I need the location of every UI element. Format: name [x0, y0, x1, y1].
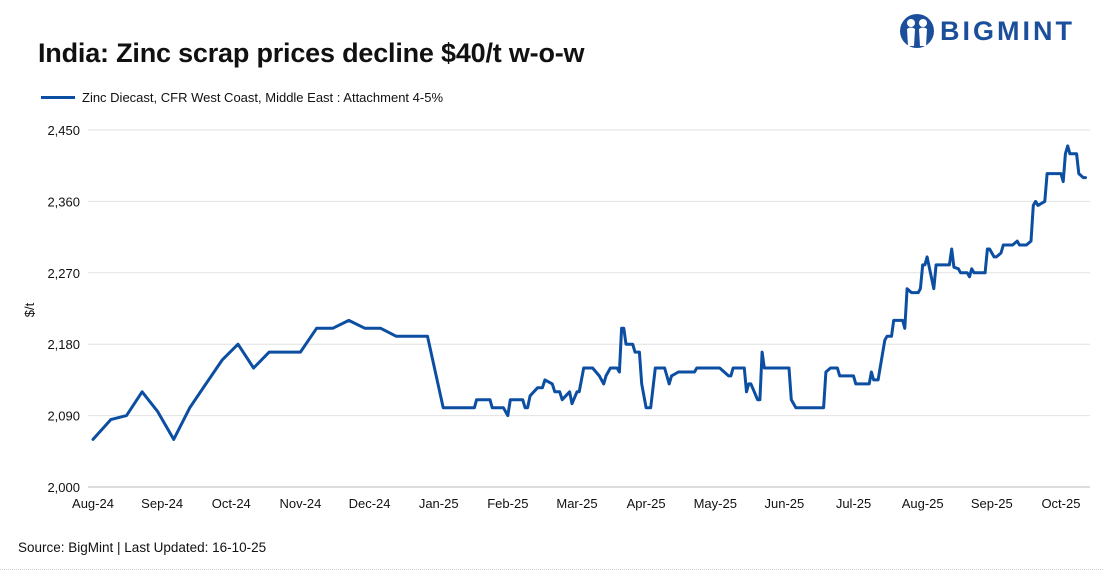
chart-title: India: Zinc scrap prices decline $40/t w… — [38, 38, 585, 68]
source-note: Source: BigMint | Last Updated: 16-10-25 — [18, 540, 267, 555]
legend-label: Zinc Diecast, CFR West Coast, Middle Eas… — [82, 90, 443, 105]
chart-legend: Zinc Diecast, CFR West Coast, Middle Eas… — [41, 90, 443, 105]
bigmint-logo-icon — [900, 14, 934, 48]
x-tick-label: Jun-25 — [765, 496, 805, 511]
y-tick-label: 2,270 — [47, 266, 80, 281]
x-tick-label: Aug-24 — [72, 496, 114, 511]
bottom-divider — [0, 569, 1103, 570]
x-tick-label: Apr-25 — [627, 496, 666, 511]
x-tick-label: Sep-25 — [971, 496, 1013, 511]
x-tick-label: Aug-25 — [902, 496, 944, 511]
x-tick-label: Nov-24 — [279, 496, 321, 511]
x-tick-label: Mar-25 — [556, 496, 597, 511]
x-tick-label: Dec-24 — [349, 496, 391, 511]
x-tick-label: Oct-24 — [212, 496, 251, 511]
y-tick-label: 2,450 — [47, 123, 80, 138]
x-tick-label: Oct-25 — [1041, 496, 1080, 511]
x-tick-label: May-25 — [694, 496, 737, 511]
y-tick-label: 2,090 — [47, 409, 80, 424]
y-tick-label: 2,180 — [47, 337, 80, 352]
x-tick-label: Jul-25 — [836, 496, 871, 511]
y-axis-label: $/t — [22, 302, 37, 317]
x-tick-label: Sep-24 — [141, 496, 183, 511]
series-line — [91, 144, 1087, 441]
x-tick-label: Jan-25 — [419, 496, 459, 511]
x-tick-label: Feb-25 — [487, 496, 528, 511]
y-tick-label: 2,000 — [47, 480, 80, 495]
bigmint-logo: BIGMINT — [900, 12, 1075, 50]
y-tick-label: 2,360 — [47, 194, 80, 209]
bigmint-logo-text: BIGMINT — [940, 15, 1075, 46]
legend-swatch — [41, 96, 75, 99]
